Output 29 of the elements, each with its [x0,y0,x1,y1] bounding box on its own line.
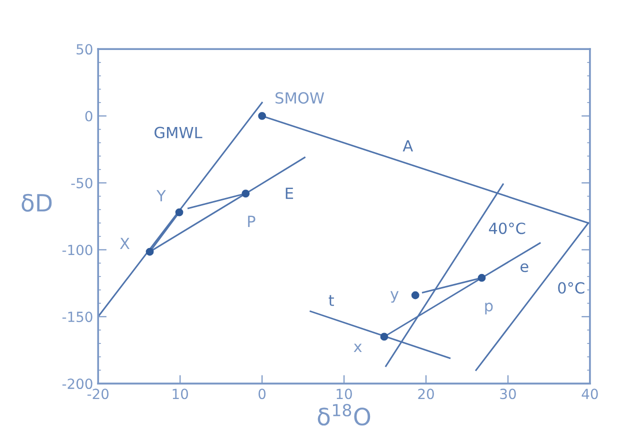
y-tick-label: -100 [62,244,92,256]
annotation: X [120,238,130,250]
series-label: t [328,295,334,306]
series-label: 40°C [488,222,526,234]
x-tick-label: 10 [172,388,188,400]
y-axis-title: δD [22,194,52,212]
series-label: GMWL [154,126,202,138]
annotation: y [390,291,399,303]
x-tick-label: -20 [87,388,109,400]
y-tick-label: -200 [62,378,92,390]
y-tick-label: -50 [71,178,92,188]
series-label: A [402,140,413,152]
y-tick-label: 0 [85,110,92,122]
series-label: e [520,263,528,272]
y-tick-label: -150 [62,312,92,322]
annotation: x [354,344,362,352]
x-tick-label: 30 [500,388,516,400]
y-tick-label: 50 [76,44,92,55]
series-label: E [286,188,294,199]
annotation: Y [156,190,166,202]
x-tick-label: 10 [336,388,352,400]
x-tick-label: 20 [418,388,434,400]
annotation: p [485,302,493,314]
annotation: SMOW [276,92,324,104]
x-tick-label: 0 [258,388,266,400]
x-axis-title: δ$^{18}$O [318,404,370,426]
series-label: 0°C [558,282,584,294]
x-tick-label: 40 [582,388,598,400]
annotation: P [248,216,256,227]
